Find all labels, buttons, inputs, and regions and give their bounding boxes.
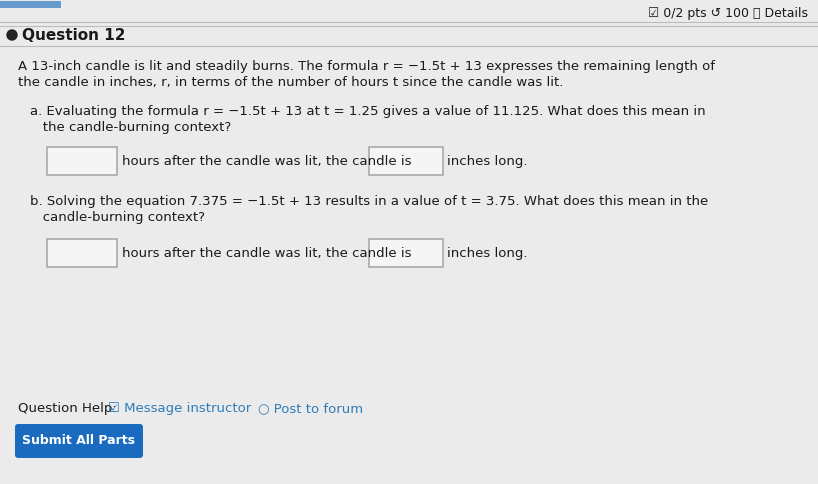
Text: the candle-burning context?: the candle-burning context? bbox=[30, 121, 231, 134]
FancyBboxPatch shape bbox=[369, 239, 443, 267]
Text: ☑ 0/2 pts ↺ 100 ⓘ Details: ☑ 0/2 pts ↺ 100 ⓘ Details bbox=[648, 6, 808, 19]
Text: candle-burning context?: candle-burning context? bbox=[30, 211, 205, 224]
FancyBboxPatch shape bbox=[47, 239, 117, 267]
Text: ○ Post to forum: ○ Post to forum bbox=[258, 402, 363, 415]
Text: Question 12: Question 12 bbox=[22, 28, 125, 43]
FancyBboxPatch shape bbox=[15, 424, 143, 458]
Text: inches long.: inches long. bbox=[447, 246, 528, 259]
Text: hours after the candle was lit, the candle is: hours after the candle was lit, the cand… bbox=[122, 154, 411, 167]
FancyBboxPatch shape bbox=[369, 147, 443, 175]
FancyBboxPatch shape bbox=[47, 147, 117, 175]
Text: Question Help:: Question Help: bbox=[18, 402, 117, 415]
Text: the candle in inches, r, in terms of the number of hours t since the candle was : the candle in inches, r, in terms of the… bbox=[18, 76, 564, 89]
Text: Submit All Parts: Submit All Parts bbox=[23, 435, 136, 448]
Text: hours after the candle was lit, the candle is: hours after the candle was lit, the cand… bbox=[122, 246, 411, 259]
Circle shape bbox=[7, 30, 17, 40]
Text: A 13-inch candle is lit and steadily burns. The formula r = −1.5t + 13 expresses: A 13-inch candle is lit and steadily bur… bbox=[18, 60, 715, 73]
Text: b. Solving the equation 7.375 = −1.5t + 13 results in a value of t = 3.75. What : b. Solving the equation 7.375 = −1.5t + … bbox=[30, 195, 708, 208]
Text: a. Evaluating the formula r = −1.5t + 13 at t = 1.25 gives a value of 11.125. Wh: a. Evaluating the formula r = −1.5t + 13… bbox=[30, 105, 706, 118]
Text: inches long.: inches long. bbox=[447, 154, 528, 167]
Text: ☑ Message instructor: ☑ Message instructor bbox=[108, 402, 251, 415]
